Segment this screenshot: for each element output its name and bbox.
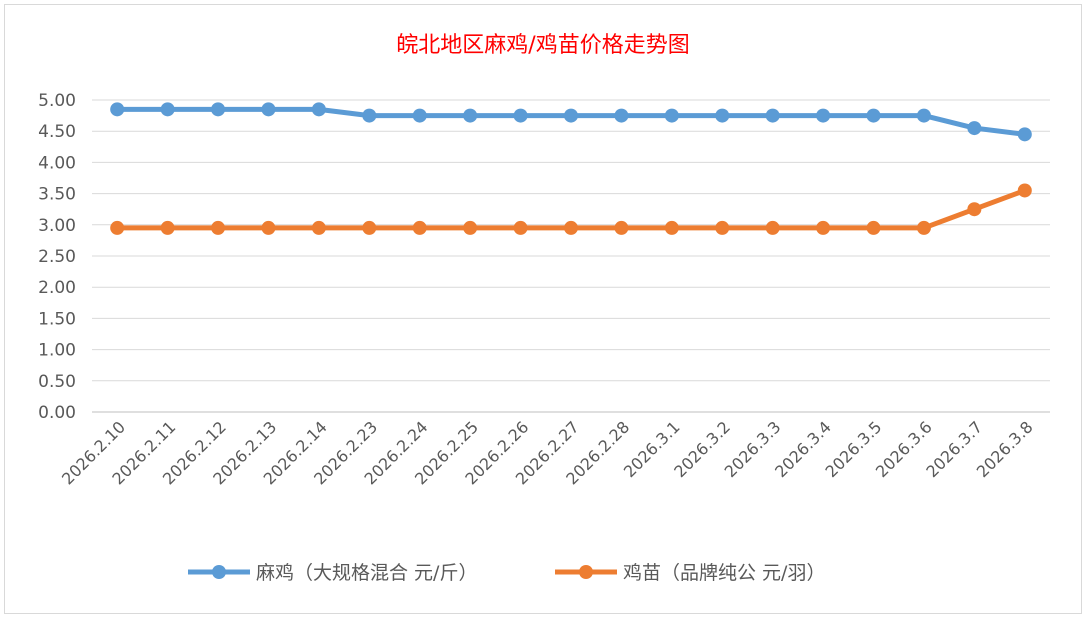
- data-point: [664, 220, 679, 235]
- data-point: [816, 220, 831, 235]
- data-point: [614, 108, 629, 123]
- data-point: [1017, 127, 1032, 142]
- data-point: [110, 220, 125, 235]
- data-point: [664, 108, 679, 123]
- y-tick-label: 3.50: [38, 185, 76, 205]
- legend-label-0: 麻鸡（大规格混合 元/斤）: [256, 562, 477, 584]
- data-point: [866, 108, 881, 123]
- data-point: [564, 108, 578, 123]
- data-point: [614, 220, 629, 235]
- data-point: [362, 108, 377, 123]
- data-point: [564, 220, 578, 235]
- data-point: [463, 108, 478, 123]
- chart-title: 皖北地区麻鸡/鸡苗价格走势图: [396, 33, 689, 58]
- data-point: [211, 220, 226, 235]
- y-tick-label: 3.00: [38, 216, 76, 236]
- y-tick-label: 1.00: [38, 341, 76, 361]
- data-point: [765, 108, 780, 123]
- y-tick-label: 0.50: [38, 372, 76, 392]
- y-tick-label: 0.00: [38, 403, 76, 423]
- data-point: [463, 220, 478, 235]
- y-tick-label: 5.00: [38, 91, 76, 111]
- data-point: [211, 102, 226, 117]
- data-point: [110, 102, 125, 117]
- data-point: [1017, 183, 1032, 198]
- x-tick-label: 2026.3.8: [973, 417, 1037, 481]
- chart-frame: [4, 4, 1082, 614]
- data-point: [362, 220, 377, 235]
- data-point: [513, 108, 528, 123]
- data-point: [916, 220, 931, 235]
- data-point: [261, 220, 276, 235]
- data-point: [412, 220, 427, 235]
- y-tick-label: 2.00: [38, 278, 76, 298]
- data-point: [967, 121, 982, 136]
- y-tick-label: 1.50: [38, 309, 76, 329]
- data-point: [311, 220, 326, 235]
- legend-marker-0: [212, 565, 226, 579]
- y-tick-label: 4.00: [38, 153, 76, 173]
- data-point: [412, 108, 427, 123]
- data-point: [261, 102, 276, 117]
- data-point: [160, 220, 175, 235]
- data-point: [816, 108, 831, 123]
- y-tick-label: 4.50: [38, 122, 76, 142]
- data-point: [311, 102, 326, 117]
- legend-marker-1: [579, 565, 593, 579]
- data-point: [513, 220, 528, 235]
- data-point: [715, 108, 730, 123]
- data-point: [916, 108, 931, 123]
- data-point: [160, 102, 175, 117]
- data-point: [715, 220, 730, 235]
- data-point: [866, 220, 881, 235]
- y-tick-label: 2.50: [38, 247, 76, 267]
- legend-label-1: 鸡苗（品牌纯公 元/羽）: [623, 562, 825, 584]
- data-point: [967, 202, 982, 217]
- data-point: [765, 220, 780, 235]
